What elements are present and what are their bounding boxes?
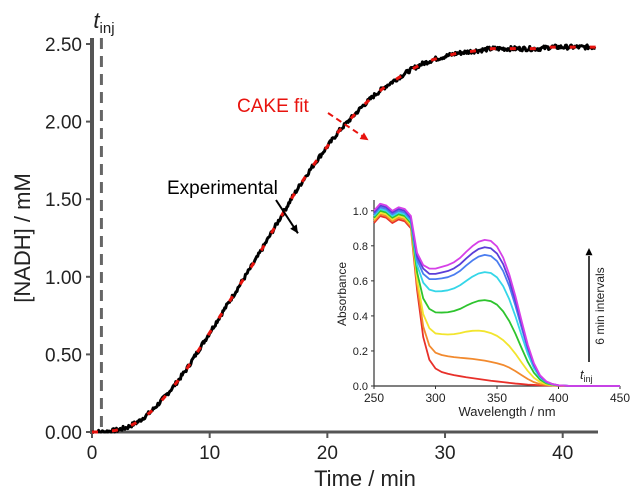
inset-y-tick-label: 0.4 <box>353 311 368 323</box>
cake-fit-arrow <box>327 112 370 142</box>
main-y-tick-label: 0.00 <box>45 423 82 444</box>
main-y-tick-label: 2.50 <box>45 35 82 56</box>
inset-y-tick-label: 0.0 <box>353 381 368 393</box>
inset-y-axis-label: Absorbance <box>335 262 349 326</box>
inset-y-ticks: 0.0 0.2 0.4 0.6 0.8 1.0 <box>353 206 374 393</box>
inset-chart: 0.0 0.2 0.4 0.6 0.8 1.0 250 300 350 400 450 Absor… <box>330 196 630 424</box>
inset-x-axis-label: Wavelength / nm <box>458 404 555 419</box>
cake-fit-label: CAKE fit <box>237 96 310 117</box>
main-chart: 0.00 0.50 1.00 1.50 2.00 2.50 0 10 20 30 40 [NADH… <box>10 8 598 491</box>
inset-x-ticks: 250 300 350 400 450 <box>364 386 630 405</box>
main-x-tick-label: 10 <box>199 443 220 464</box>
main-y-tick-label: 1.00 <box>45 268 82 289</box>
inset-y-tick-label: 0.8 <box>353 241 368 253</box>
main-x-tick-label: 0 <box>87 443 98 464</box>
t-inj-label-sub: inj <box>100 20 115 37</box>
main-y-tick-label: 2.00 <box>45 113 82 134</box>
inset-t-inj-label-sub: inj <box>584 374 593 384</box>
main-y-tick-label: 0.50 <box>45 345 82 366</box>
cake-fit-arrowhead <box>359 132 369 141</box>
main-y-ticks: 0.00 0.50 1.00 1.50 2.00 2.50 <box>45 35 92 444</box>
main-x-tick-label: 40 <box>552 443 573 464</box>
main-series-layer <box>91 43 597 434</box>
experimental-label: Experimental <box>167 178 278 199</box>
inset-spectrum-line <box>373 202 620 387</box>
inset-x-tick-label: 400 <box>548 391 568 405</box>
inset-t-inj-label-t: t <box>580 367 585 382</box>
inset-x-tick-label: 250 <box>364 391 384 405</box>
main-y-tick-label: 1.50 <box>45 190 82 211</box>
experimental-arrowhead <box>290 224 298 234</box>
main-x-tick-label: 30 <box>434 443 455 464</box>
inset-x-tick-label: 450 <box>610 391 630 405</box>
interval-label: 6 min intervals <box>593 267 607 344</box>
main-x-ticks: 0 10 20 30 40 <box>87 432 573 464</box>
interval-arrowhead <box>585 248 593 256</box>
main-x-tick-label: 20 <box>317 443 338 464</box>
main-x-axis-label: Time / min <box>314 466 416 491</box>
inset-t-inj-label: tinj <box>580 367 593 384</box>
inset-series-layer <box>373 202 620 387</box>
main-y-axis-label: [NADH] / mM <box>10 173 35 303</box>
t-inj-label: tinj <box>93 8 114 37</box>
t-inj-label-t: t <box>93 8 100 33</box>
inset-background <box>330 196 630 424</box>
inset-y-tick-label: 1.0 <box>353 206 368 218</box>
inset-y-tick-label: 0.2 <box>353 346 368 358</box>
cake-fit-series-line <box>92 45 596 434</box>
inset-y-tick-label: 0.6 <box>353 276 368 288</box>
inset-x-tick-label: 350 <box>487 391 507 405</box>
inset-x-tick-label: 300 <box>425 391 445 405</box>
